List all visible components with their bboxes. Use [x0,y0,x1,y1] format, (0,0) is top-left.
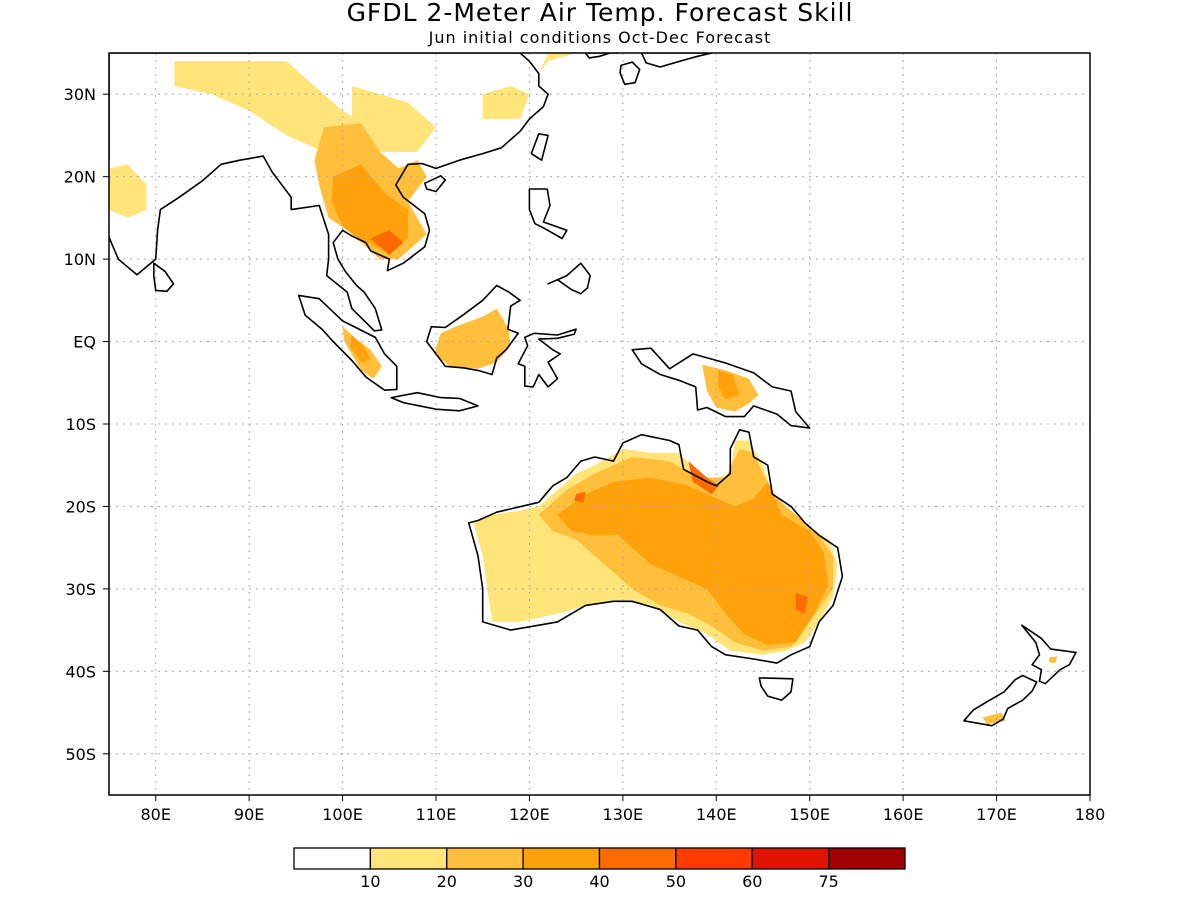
colorbar-label: 10 [360,872,380,891]
colorbar: 10 20 30 40 50 60 75 [293,847,906,891]
lon-tick-label: 140E [696,805,737,824]
skill-patch-level-4 [795,593,808,614]
colorbar-swatch [598,847,677,870]
lon-tick-label: 160E [883,805,924,824]
skill-patch-level-4 [688,461,720,495]
coastline-tasmania [758,677,794,702]
colorbar-swatch [293,847,372,870]
lon-tick-label: 130E [603,805,644,824]
skill-patch-level-1 [351,86,436,152]
coastline-mindanao [547,262,592,295]
skill-patch-level-3 [718,370,740,400]
lat-tick-label: EQ [73,333,96,352]
lon-tick-label: 90E [234,805,264,824]
skill-patch-level-1 [109,164,147,218]
colorbar-swatch [675,847,753,870]
colorbar-swatch [446,847,524,870]
skill-patch-level-4 [574,491,586,503]
lat-tick-label: 20N [64,168,96,187]
skill-patch-level-4 [370,230,404,255]
coastline-new-guinea [631,347,811,429]
coastline-new-zealand-south [963,674,1038,727]
gridlines [109,53,1090,795]
lat-tick-label: 10N [64,250,96,269]
colorbar-swatch [827,847,906,870]
coastline-mainland-asia [109,53,549,332]
skill-patch-level-3 [331,164,408,251]
skill-patch-level-2 [1048,656,1058,664]
skill-patch-level-1 [174,61,371,152]
colorbar-label: 20 [437,872,457,891]
colorbar-label: 50 [666,872,686,891]
coastline-taiwan [530,133,549,161]
lat-tick-label: 30S [65,580,96,599]
skill-patch-level-3 [557,477,829,645]
colorbar-label: 75 [818,872,838,891]
colorbar-swatch [369,847,448,870]
colorbar-label: 30 [513,872,533,891]
coastline-sulawesi [517,328,577,388]
coastline-kyushu [619,61,641,86]
colorbar-swatch [522,847,601,870]
coastline-hainan [423,175,447,193]
lat-tick-label: 10S [65,415,96,434]
lat-tick-label: 50S [65,745,96,764]
coastlines [109,53,1077,727]
lon-tick-label: 180 [1075,805,1106,824]
lat-tick-label: 40S [65,662,96,681]
lon-tick-label: 80E [140,805,170,824]
latitude-axis: 30N 20N 10N EQ 10S 20S 30S 40S 50S [64,85,109,764]
coastline-korea-japan [584,53,620,59]
lon-tick-label: 150E [789,805,830,824]
coastline-new-zealand-north [1020,624,1077,685]
lat-tick-label: 20S [65,497,96,516]
colorbar-swatch [751,847,830,870]
coastline-australia [467,428,844,664]
lat-tick-label: 30N [64,85,96,104]
coastline-sumatra [297,294,398,392]
chart-title: GFDL 2-Meter Air Temp. Forecast Skill [346,0,854,27]
chart-subtitle: Jun initial conditions Oct-Dec Forecast [428,28,772,47]
lon-tick-label: 110E [416,805,457,824]
skill-patch-level-2 [434,308,511,369]
coastline-java [390,391,479,412]
skill-field [109,53,1058,725]
coastline-sri-lanka [153,262,175,293]
coastline-borneo [425,284,521,376]
longitude-axis: 80E 90E 100E 110E 120E 130E 140E 150E 160E 170E 18… [140,795,1105,824]
colorbar-label: 60 [742,872,762,891]
coastline-luzon [528,188,568,240]
lon-tick-label: 120E [509,805,550,824]
skill-patch-level-1 [538,53,577,74]
lon-tick-label: 100E [322,805,363,824]
lon-tick-label: 170E [976,805,1017,824]
colorbar-label: 40 [589,872,609,891]
